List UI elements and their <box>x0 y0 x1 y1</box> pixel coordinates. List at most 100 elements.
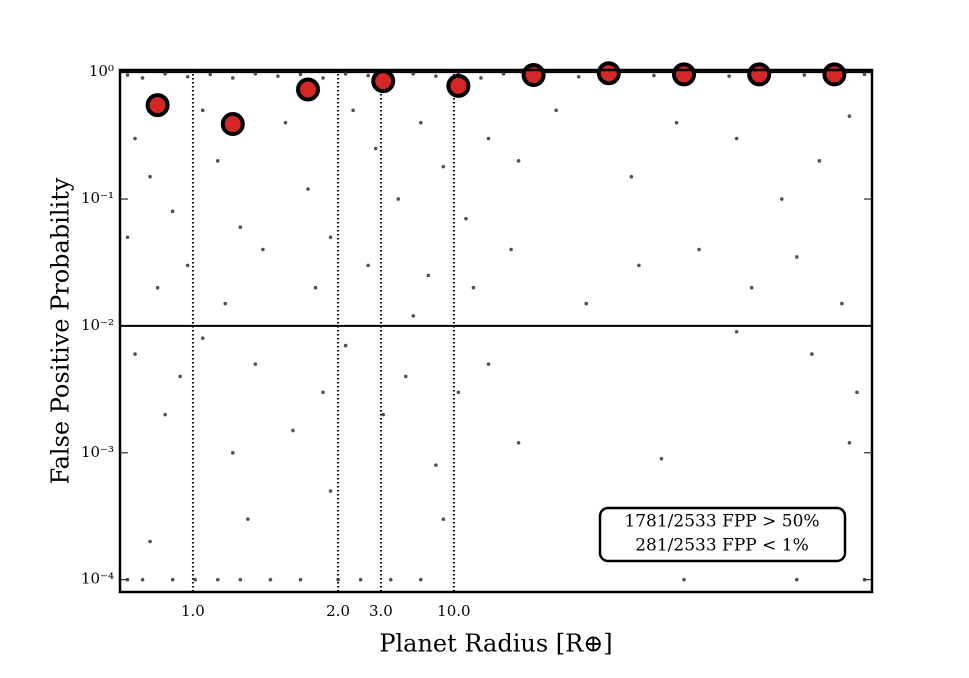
point <box>261 247 265 252</box>
annotation-box <box>598 506 847 563</box>
point <box>659 456 664 461</box>
point <box>343 72 348 76</box>
point <box>584 301 589 306</box>
point <box>486 136 491 141</box>
point <box>185 263 190 268</box>
point <box>133 136 137 141</box>
point <box>328 235 333 240</box>
point <box>855 390 859 395</box>
highlight-point <box>371 69 396 94</box>
point <box>140 76 145 80</box>
point <box>411 314 416 318</box>
point <box>456 390 461 395</box>
point <box>351 108 355 113</box>
point <box>486 362 491 366</box>
point <box>682 577 686 582</box>
point <box>403 374 408 379</box>
point <box>163 72 167 76</box>
point <box>321 76 325 80</box>
point <box>366 73 370 78</box>
highlight-point <box>822 62 847 87</box>
highlight-point <box>145 93 170 118</box>
point <box>674 120 679 125</box>
point <box>223 301 228 306</box>
point <box>231 451 235 455</box>
point <box>381 412 386 417</box>
point <box>133 352 137 356</box>
point <box>479 76 483 80</box>
point <box>231 76 235 80</box>
point <box>576 74 581 79</box>
point <box>516 159 521 163</box>
highlight-point <box>220 112 245 137</box>
x-tick-label: 1.0 <box>181 602 205 620</box>
point <box>629 174 634 179</box>
annotation-text: 281/2533 FPP < 1% <box>635 536 809 556</box>
point <box>779 197 784 201</box>
point <box>637 263 641 268</box>
point <box>193 577 197 582</box>
point <box>125 235 130 240</box>
point <box>734 136 739 141</box>
x-axis-label: Planet Radius [R⊕] <box>379 630 612 658</box>
point <box>200 108 205 113</box>
point <box>426 273 431 278</box>
highlight-point <box>596 61 621 86</box>
point <box>328 489 333 493</box>
point <box>268 577 273 582</box>
y-tick-label: 10⁰ <box>89 62 114 80</box>
point <box>178 374 182 379</box>
point <box>155 285 160 290</box>
point <box>185 74 190 79</box>
point <box>795 577 799 582</box>
point <box>298 577 303 582</box>
point <box>276 74 280 78</box>
point <box>847 440 852 445</box>
point <box>336 577 340 582</box>
y-tick-label: 10⁻³ <box>81 443 114 461</box>
point <box>697 247 701 252</box>
x-tick-label: 10.0 <box>437 602 470 620</box>
x-tick-label: 3.0 <box>369 602 393 620</box>
point <box>200 336 205 341</box>
point <box>238 577 243 582</box>
point <box>125 577 130 582</box>
highlight-point <box>296 77 320 102</box>
point <box>419 120 423 125</box>
point <box>140 577 145 582</box>
point <box>321 390 325 395</box>
point <box>862 72 867 77</box>
point <box>313 285 318 290</box>
point <box>734 329 739 334</box>
point <box>464 216 468 221</box>
point <box>253 362 258 366</box>
x-tick-label: 2.0 <box>326 602 350 620</box>
y-tick-label: 10⁻¹ <box>81 189 114 207</box>
point <box>306 187 310 191</box>
y-tick-label: 10⁻² <box>81 316 114 334</box>
y-axis-label: False Positive Probability <box>47 177 75 484</box>
point <box>358 577 363 582</box>
point <box>652 73 656 78</box>
point <box>817 159 822 163</box>
point <box>148 539 152 544</box>
point <box>847 114 852 118</box>
point <box>208 72 213 77</box>
point <box>388 577 393 582</box>
point <box>298 72 303 77</box>
highlight-point <box>747 62 772 87</box>
highlight-point <box>446 73 471 98</box>
point <box>396 197 401 201</box>
point <box>170 577 175 582</box>
point <box>509 247 513 252</box>
point <box>471 285 476 290</box>
point <box>163 412 167 417</box>
point <box>795 255 799 259</box>
y-tick-label: 10⁻⁴ <box>81 570 114 588</box>
plot-frame <box>118 68 874 594</box>
point <box>291 428 295 433</box>
point <box>283 120 288 125</box>
point <box>419 577 423 582</box>
point <box>170 209 175 214</box>
